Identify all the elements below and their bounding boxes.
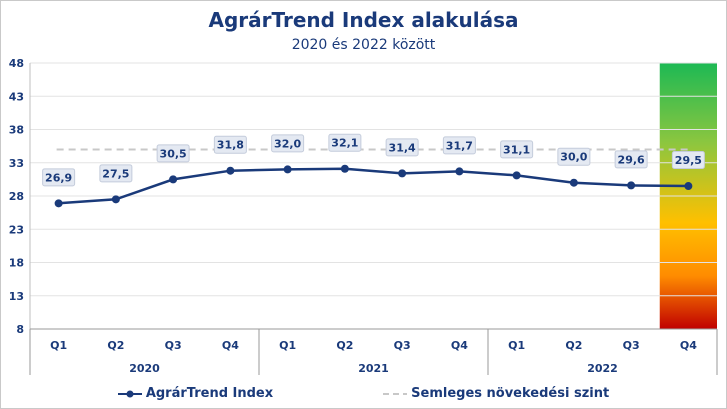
y-tick-label: 18 (9, 257, 24, 270)
legend-item-neutral: Semleges növekedési szint (383, 386, 609, 401)
data-point (340, 164, 349, 173)
data-label-box (99, 164, 133, 183)
data-label-box (213, 135, 247, 154)
data-label-box (671, 151, 705, 170)
data-label-box (271, 134, 305, 153)
data-label-box (557, 147, 591, 166)
data-label-box (385, 138, 419, 157)
data-label-box (442, 136, 476, 155)
data-label: 30,5 (160, 147, 187, 160)
chart-subtitle: 2020 és 2022 között (291, 37, 436, 53)
x-group-label: 2022 (587, 362, 618, 375)
x-tick-label: Q1 (508, 339, 525, 352)
data-point (398, 169, 407, 178)
data-label: 32,1 (331, 137, 358, 150)
x-tick-label: Q2 (107, 339, 124, 352)
y-axis: 8 13 18 23 28 33 38 43 48 (9, 57, 31, 336)
data-label: 31,8 (217, 139, 244, 152)
data-point (226, 166, 235, 175)
y-tick-label: 13 (9, 290, 24, 303)
legend-item-index: AgrárTrend Index (117, 386, 274, 401)
data-label: 26,9 (45, 171, 72, 184)
x-tick-label: Q4 (680, 339, 697, 352)
data-point (512, 171, 521, 180)
y-tick-label: 33 (9, 157, 24, 170)
y-tick-label: 48 (9, 57, 24, 70)
legend-label-index: AgrárTrend Index (145, 386, 274, 401)
data-label: 31,1 (503, 143, 530, 156)
data-point (455, 167, 464, 176)
x-group-label: 2020 (129, 362, 160, 375)
data-label-box (328, 133, 362, 152)
data-label-box (156, 144, 190, 163)
legend-dash-icon (383, 392, 408, 395)
data-label-box (614, 150, 648, 169)
x-tick-label: Q4 (451, 339, 468, 352)
x-tick-label: Q2 (336, 339, 353, 352)
data-point (684, 182, 693, 191)
x-group-label: 2021 (358, 362, 389, 375)
data-point (169, 175, 178, 184)
data-point (111, 195, 120, 204)
x-tick-label: Q3 (623, 339, 640, 352)
y-tick-label: 23 (9, 223, 24, 236)
data-label: 27,5 (102, 167, 129, 180)
x-axis: Q1 Q2 Q3 Q4 Q1 Q2 Q3 Q4 Q1 Q2 Q3 Q4 2020 2021 2022 (29, 328, 718, 375)
y-tick-label: 38 (9, 124, 24, 137)
data-point (569, 178, 578, 187)
data-label: 31,4 (389, 141, 416, 154)
x-tick-label: Q4 (222, 339, 239, 352)
gridlines (30, 62, 717, 330)
data-point (54, 199, 63, 208)
y-tick-label: 28 (9, 190, 24, 203)
y-tick-label: 43 (9, 90, 24, 103)
x-tick-label: Q1 (279, 339, 296, 352)
data-label: 30,0 (560, 151, 587, 164)
data-label: 29,5 (675, 154, 702, 167)
x-tick-label: Q2 (565, 339, 582, 352)
data-label: 31,7 (446, 139, 473, 152)
y-tick-label: 8 (16, 323, 24, 336)
index-points (54, 164, 693, 208)
x-tick-label: Q3 (394, 339, 411, 352)
data-labels: 26,9 27,5 30,5 31,8 32,0 32,1 31,4 31,7 31,1 30,0… (42, 133, 705, 187)
x-tick-label: Q3 (165, 339, 182, 352)
legend: AgrárTrend Index Semleges növekedési szi… (0, 386, 727, 401)
data-point (283, 165, 292, 174)
x-tick-label: Q1 (50, 339, 67, 352)
chart-title: AgrárTrend Index alakulása (208, 8, 519, 32)
data-label-box (42, 168, 76, 187)
data-label: 32,0 (274, 137, 301, 150)
legend-line-marker-icon (117, 390, 142, 397)
legend-label-neutral: Semleges növekedési szint (411, 386, 610, 401)
data-point (627, 181, 636, 190)
index-series-line (58, 167, 689, 205)
data-label-box (500, 140, 534, 159)
data-label: 29,6 (618, 153, 645, 166)
